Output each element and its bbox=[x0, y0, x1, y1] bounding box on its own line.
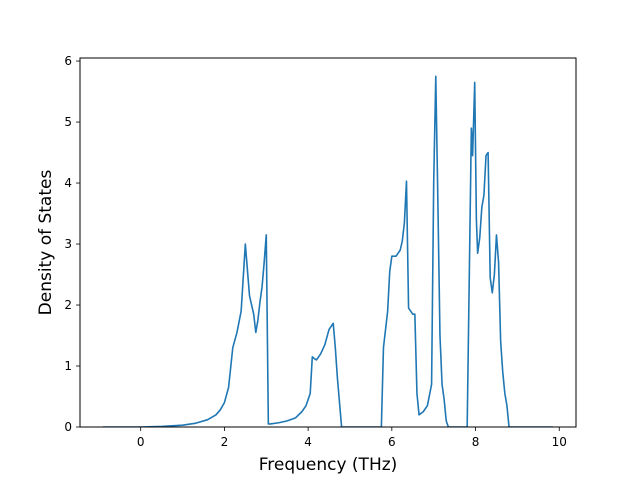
x-tick-label: 2 bbox=[221, 435, 229, 449]
y-tick-label: 3 bbox=[64, 237, 72, 251]
y-tick-label: 4 bbox=[64, 176, 72, 190]
x-tick-label: 10 bbox=[552, 435, 567, 449]
x-tick-label: 4 bbox=[304, 435, 312, 449]
y-tick-label: 2 bbox=[64, 298, 72, 312]
x-tick-label: 6 bbox=[388, 435, 396, 449]
dos-series-line bbox=[103, 75, 553, 427]
y-tick-label: 1 bbox=[64, 359, 72, 373]
x-tick-label: 0 bbox=[137, 435, 145, 449]
y-axis-ticks: 0 1 2 3 4 5 6 bbox=[64, 54, 80, 434]
x-axis-ticks: 0 2 4 6 8 10 bbox=[137, 427, 567, 449]
plot-layer bbox=[103, 75, 553, 427]
plot-frame bbox=[79, 57, 577, 428]
x-axis-label: Frequency (THz) bbox=[259, 455, 398, 475]
x-tick-label: 8 bbox=[472, 435, 480, 449]
y-axis-label: Density of States bbox=[36, 170, 56, 316]
y-tick-label: 0 bbox=[64, 420, 72, 434]
y-tick-label: 6 bbox=[64, 54, 72, 68]
y-tick-label: 5 bbox=[64, 115, 72, 129]
